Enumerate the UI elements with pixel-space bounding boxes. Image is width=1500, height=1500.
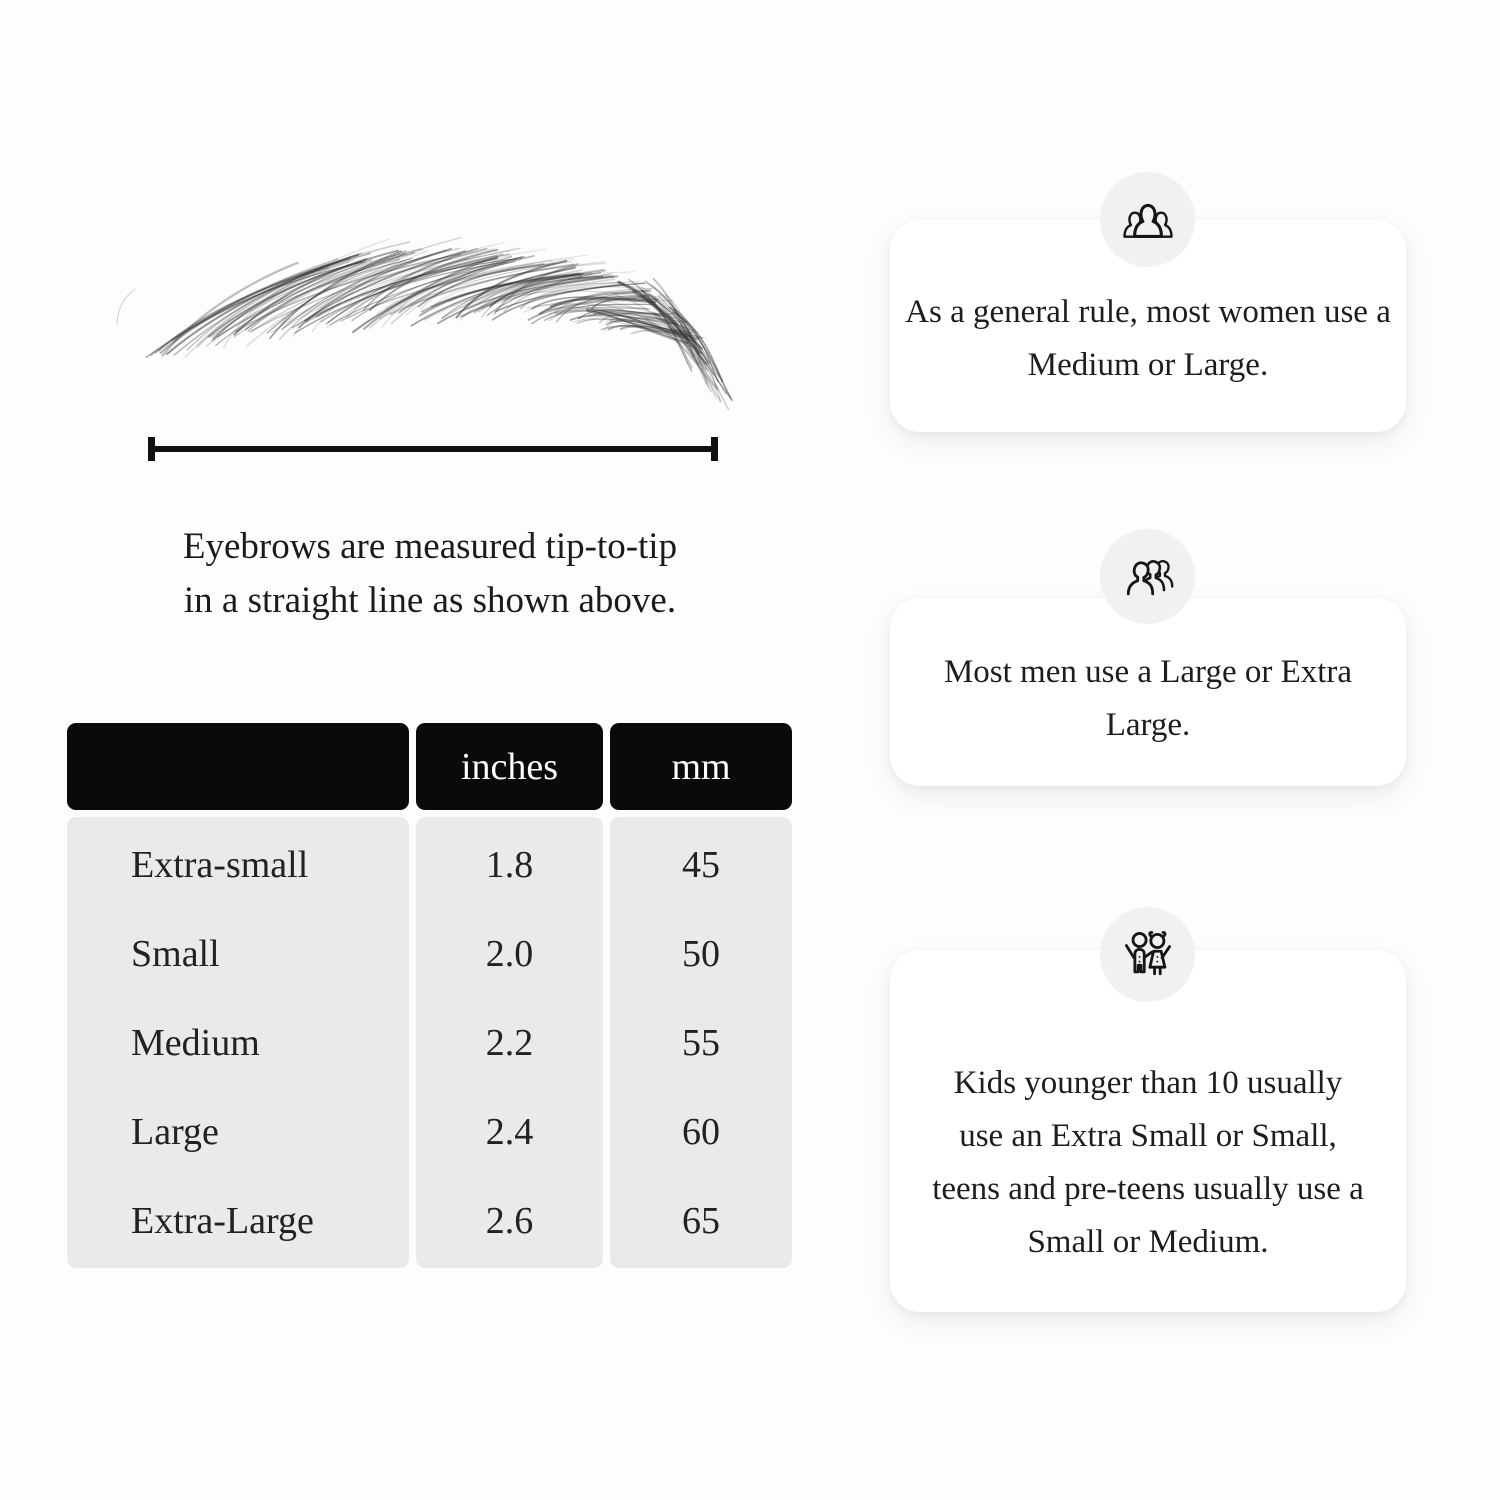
kids-icon-circle xyxy=(1100,907,1195,1002)
women-group-icon xyxy=(1122,203,1173,238)
measurement-caption-line2: in a straight line as shown above. xyxy=(183,579,677,621)
size-table-header-inches: inches xyxy=(416,723,603,810)
size-mm: 55 xyxy=(682,1021,720,1064)
size-mm: 60 xyxy=(682,1110,720,1153)
kids-info-text: Kids younger than 10 usually use an Extr… xyxy=(932,1065,1364,1260)
kids-info-card: Kids younger than 10 usually use an Extr… xyxy=(890,950,1406,1312)
size-table-mm-column: 45 50 55 60 65 xyxy=(610,817,792,1268)
size-table-name-column: Extra-small Small Medium Large Extra-Lar… xyxy=(67,817,409,1268)
size-name: Extra-Large xyxy=(131,1199,314,1242)
size-inches: 2.6 xyxy=(485,1199,534,1242)
women-info-text: As a general rule, most women use a Medi… xyxy=(905,294,1391,383)
measurement-line-bar xyxy=(150,446,716,452)
children-icon xyxy=(1124,930,1171,975)
size-mm: 45 xyxy=(682,843,720,886)
measurement-line-right-cap xyxy=(711,437,718,461)
size-mm: 50 xyxy=(682,932,720,975)
size-inches: 2.0 xyxy=(485,932,534,975)
size-inches: 2.4 xyxy=(485,1110,534,1153)
size-table-header-mm: mm xyxy=(610,723,792,810)
size-name: Medium xyxy=(131,1021,260,1064)
measurement-line xyxy=(148,437,718,461)
size-mm: 65 xyxy=(682,1199,720,1242)
measurement-caption-line1: Eyebrows are measured tip-to-tip xyxy=(182,526,678,567)
size-inches: 2.2 xyxy=(485,1021,534,1064)
women-info-card: As a general rule, most women use a Medi… xyxy=(890,220,1406,432)
measurement-caption: Eyebrows are measured tip-to-tip in a st… xyxy=(90,520,770,627)
men-info-text: Most men use a Large or Extra Large. xyxy=(943,654,1353,743)
size-table-header-name xyxy=(67,723,409,810)
size-table-inches-column: 1.8 2.0 2.2 2.4 2.6 xyxy=(416,817,603,1268)
men-info-card: Most men use a Large or Extra Large. xyxy=(890,598,1406,786)
size-name: Extra-small xyxy=(131,843,309,886)
size-name: Small xyxy=(131,932,220,975)
size-table: inches mm Extra-small Small Medium Large… xyxy=(67,723,792,1268)
men-group-icon xyxy=(1126,559,1173,595)
eyebrow-illustration xyxy=(95,225,735,425)
size-name: Large xyxy=(131,1110,219,1153)
eyebrow-sketch-svg xyxy=(116,236,733,411)
women-icon-circle xyxy=(1100,172,1195,267)
size-inches: 1.8 xyxy=(485,843,534,886)
men-icon-circle xyxy=(1100,529,1195,624)
